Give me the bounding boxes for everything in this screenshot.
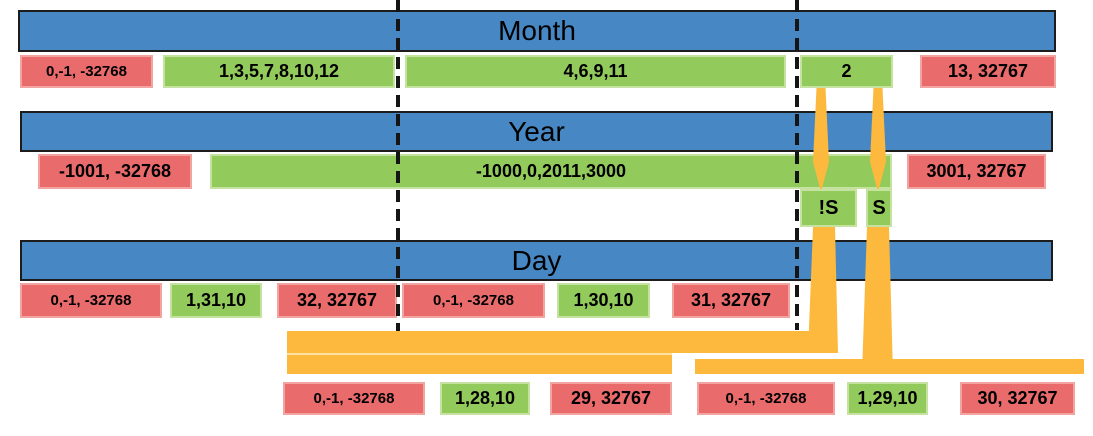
year-invalid-low-partition: -1001, -32768 xyxy=(38,154,192,189)
month-valid-31day-partition: 1,3,5,7,8,10,12 xyxy=(163,55,395,88)
day30-invalid-low-partition: 0,-1, -32768 xyxy=(402,283,545,318)
dashed-divider-line-right xyxy=(795,0,799,330)
feb-leap-invalid-low-partition: 0,-1, -32768 xyxy=(697,382,835,415)
month-valid-30day-partition: 4,6,9,11 xyxy=(405,55,786,88)
year-invalid-high-partition: 3001, 32767 xyxy=(907,154,1046,189)
dashed-divider-line-left xyxy=(396,0,400,331)
month-bar-title: Month xyxy=(498,15,576,46)
day31-invalid-low-partition: 0,-1, -32768 xyxy=(20,283,162,318)
day30-valid-partition: 1,30,10 xyxy=(557,283,650,318)
feb-leap-invalid-high-partition: 30, 32767 xyxy=(960,382,1075,415)
year-class-bar: Year xyxy=(20,111,1053,152)
feb-nonleap-invalid-high-partition: 29, 32767 xyxy=(550,382,672,415)
day31-valid-partition: 1,31,10 xyxy=(170,283,262,318)
feb-leap-valid-partition: 1,29,10 xyxy=(847,382,928,415)
non-leap-year-class-box: !S xyxy=(800,189,857,227)
day-class-bar: Day xyxy=(20,240,1053,281)
month-valid-february-partition: 2 xyxy=(800,55,893,88)
connector-band-nonleap-upper xyxy=(287,331,836,353)
day31-invalid-high-partition: 32, 32767 xyxy=(277,283,397,318)
month-invalid-high-partition: 13, 32767 xyxy=(920,55,1056,88)
month-class-bar: Month xyxy=(18,10,1056,52)
feb-nonleap-valid-partition: 1,28,10 xyxy=(440,382,530,415)
day30-invalid-high-partition: 31, 32767 xyxy=(672,283,790,318)
feb-nonleap-invalid-low-partition: 0,-1, -32768 xyxy=(283,382,425,415)
connector-band-nonleap-lower xyxy=(287,355,672,374)
day-bar-title: Day xyxy=(511,244,562,276)
year-valid-partition: -1000,0,2011,3000 xyxy=(210,154,892,189)
month-invalid-low-partition: 0,-1, -32768 xyxy=(20,55,153,88)
connector-band-leap xyxy=(695,359,1084,374)
leap-year-class-box: S xyxy=(866,189,892,227)
year-bar-title: Year xyxy=(508,115,565,147)
connector-band-seam xyxy=(287,353,672,355)
